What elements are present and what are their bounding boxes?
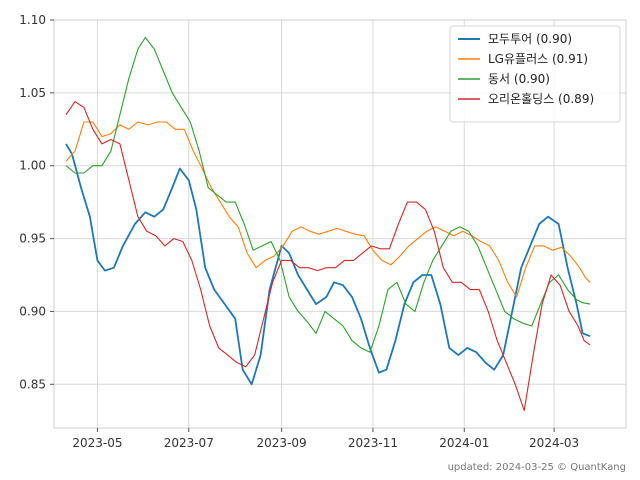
series-line-2 [65, 36, 591, 353]
y-tick-label: 1.10 [19, 13, 46, 27]
x-tick-label: 2023-11 [348, 436, 398, 450]
footer-text: updated: 2024-03-25 © QuantKang [448, 462, 626, 473]
legend-label: 동서 (0.90) [488, 72, 550, 86]
x-tick-label: 2024-03 [529, 436, 579, 450]
legend-label: 오리온홀딩스 (0.89) [488, 92, 594, 106]
series-line-1 [65, 121, 591, 298]
plot-area-frame [53, 19, 627, 429]
y-tick-label: 1.05 [19, 86, 46, 100]
legend-label: LG유플러스 (0.91) [488, 52, 588, 66]
y-tick-label: 0.85 [19, 377, 46, 391]
legend-box [449, 25, 621, 123]
legend: 모두투어 (0.90) LG유플러스 (0.91) 동서 (0.90) 오리온홀딩스 … [449, 25, 621, 123]
x-tick-label: 2023-07 [164, 436, 214, 450]
series-line-3 [65, 101, 591, 412]
y-tick-label: 0.95 [19, 232, 46, 246]
series-lines [65, 36, 591, 412]
x-tick-label: 2023-09 [257, 436, 307, 450]
legend-label: 모두투어 (0.90) [488, 32, 572, 46]
x-axis-ticks: 2023-05 2023-07 2023-09 2023-11 2024-01 2024-… [72, 428, 579, 450]
y-tick-label: 0.90 [19, 304, 46, 318]
y-tick-label: 1.00 [19, 159, 46, 173]
y-axis-ticks: 0.85 0.90 0.95 1.00 1.05 1.10 [19, 13, 54, 391]
x-tick-label: 2023-05 [72, 436, 122, 450]
x-tick-label: 2024-01 [439, 436, 489, 450]
series-line-0 [65, 143, 591, 386]
